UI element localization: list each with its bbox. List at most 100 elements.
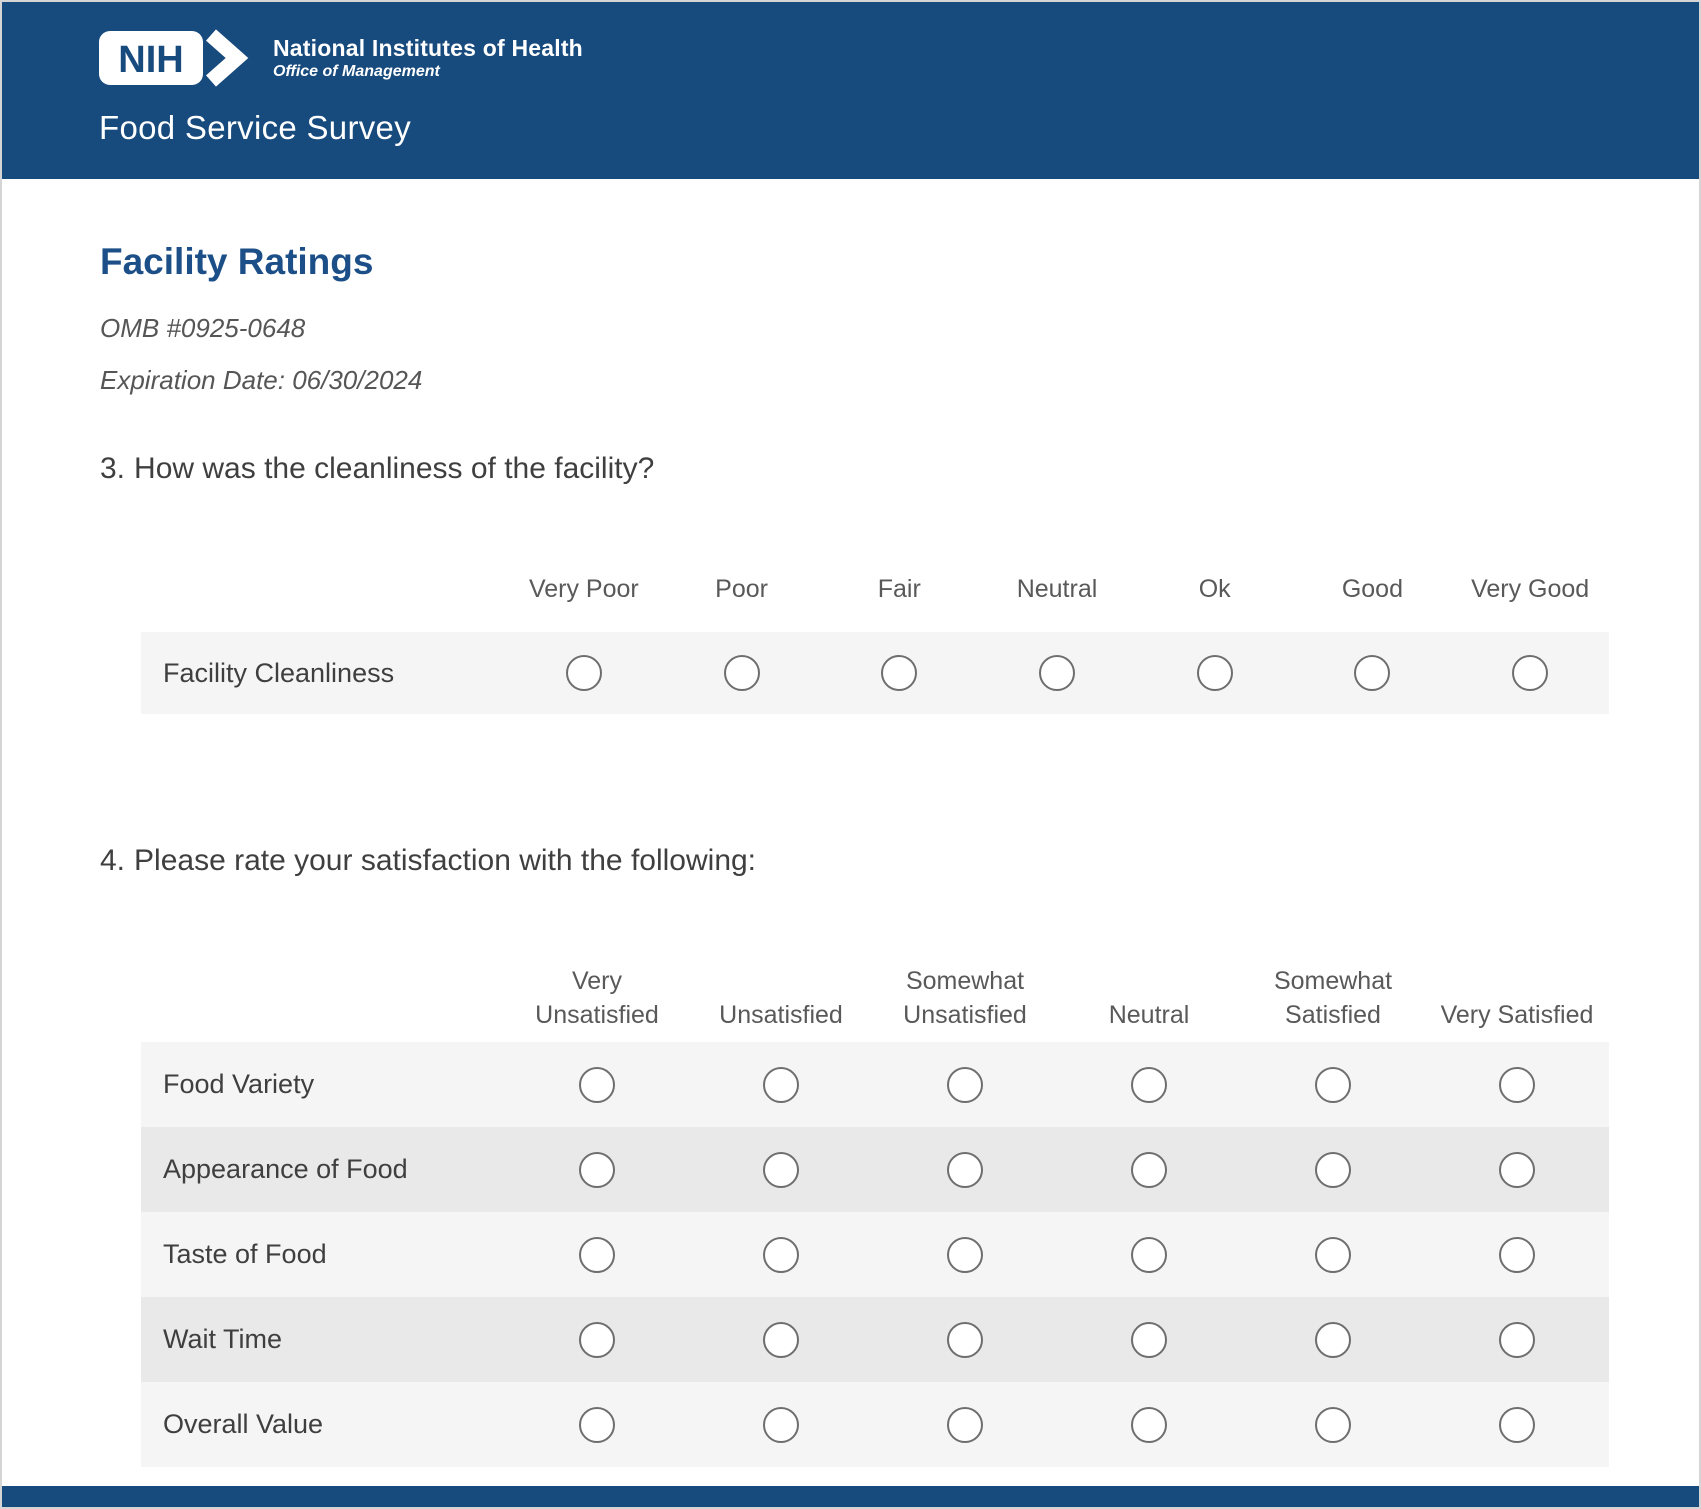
app-header: NIH National Institutes of Health Office… <box>2 2 1699 179</box>
radio-food-variety-somewhat-satisfied[interactable] <box>1315 1066 1351 1103</box>
radio-taste-of-food-neutral[interactable] <box>1131 1236 1167 1273</box>
radio-overall-value-unsatisfied[interactable] <box>763 1406 799 1443</box>
radio-cell <box>1425 1321 1609 1358</box>
org-subtitle: Office of Management <box>273 63 440 81</box>
survey-title: Food Service Survey <box>99 109 411 146</box>
radio-wait-time-very-unsatisfied[interactable] <box>579 1321 615 1358</box>
radio-wait-time-neutral[interactable] <box>1131 1321 1167 1358</box>
radio-cell <box>1057 1321 1241 1358</box>
matrix-row-food-variety: Food Variety <box>141 1042 1609 1127</box>
matrix-row-taste-of-food: Taste of Food <box>141 1212 1609 1297</box>
radio-facility-cleanliness-neutral[interactable] <box>1038 655 1075 691</box>
option-header-very-good: Very Good <box>1471 575 1590 603</box>
matrix-row-appearance-of-food: Appearance of Food <box>141 1127 1609 1212</box>
matrix-header-row: Very Poor Poor Fair Neutral Ok Good Very Good <box>141 572 1609 606</box>
radio-cell <box>1057 1151 1241 1188</box>
radio-cell <box>873 1151 1057 1188</box>
org-name: National Institutes of Health <box>273 34 583 61</box>
radio-facility-cleanliness-poor[interactable] <box>723 655 760 691</box>
radio-cell <box>1241 1151 1425 1188</box>
radio-food-variety-very-satisfied[interactable] <box>1499 1066 1535 1103</box>
option-header-fair: Fair <box>877 575 921 603</box>
logo-row: NIH National Institutes of Health Office… <box>99 29 1699 87</box>
radio-cell <box>873 1066 1057 1103</box>
radio-taste-of-food-very-unsatisfied[interactable] <box>579 1236 615 1273</box>
radio-cell <box>820 655 978 691</box>
option-header-somewhat-satisfied: Somewhat Satisfied <box>1273 967 1393 1029</box>
radio-cell <box>1241 1066 1425 1103</box>
option-header-very-poor: Very Poor <box>528 575 639 603</box>
radio-facility-cleanliness-good[interactable] <box>1354 655 1391 691</box>
radio-overall-value-somewhat-satisfied[interactable] <box>1315 1406 1351 1443</box>
radio-food-variety-neutral[interactable] <box>1131 1066 1167 1103</box>
radio-cell <box>663 655 821 691</box>
radio-taste-of-food-unsatisfied[interactable] <box>763 1236 799 1273</box>
radio-food-variety-very-unsatisfied[interactable] <box>579 1066 615 1103</box>
radio-cell <box>505 1236 689 1273</box>
radio-overall-value-somewhat-unsatisfied[interactable] <box>947 1406 983 1443</box>
option-header-unsatisfied: Unsatisfied <box>719 1001 843 1029</box>
radio-taste-of-food-somewhat-unsatisfied[interactable] <box>947 1236 983 1273</box>
radio-cell <box>689 1321 873 1358</box>
question-4-matrix: Very Unsatisfied Unsatisfied Somewhat Unsa… <box>141 964 1609 1467</box>
radio-wait-time-somewhat-unsatisfied[interactable] <box>947 1321 983 1358</box>
radio-appearance-of-food-somewhat-unsatisfied[interactable] <box>947 1151 983 1188</box>
radio-appearance-of-food-neutral[interactable] <box>1131 1151 1167 1188</box>
question-3-number: 3. <box>100 452 126 485</box>
radio-cell <box>873 1236 1057 1273</box>
row-label-facility-cleanliness: Facility Cleanliness <box>163 657 395 688</box>
radio-overall-value-neutral[interactable] <box>1131 1406 1167 1443</box>
option-header-poor: Poor <box>715 575 768 603</box>
radio-cell <box>873 1321 1057 1358</box>
radio-taste-of-food-somewhat-satisfied[interactable] <box>1315 1236 1351 1273</box>
main-content: Facility Ratings OMB #0925-0648 Expirati… <box>2 241 1699 1467</box>
radio-cell <box>1241 1406 1425 1443</box>
radio-wait-time-very-satisfied[interactable] <box>1499 1321 1535 1358</box>
question-4-number: 4. <box>100 844 126 877</box>
row-label-wait-time: Wait Time <box>163 1324 283 1354</box>
radio-wait-time-unsatisfied[interactable] <box>763 1321 799 1358</box>
radio-appearance-of-food-somewhat-satisfied[interactable] <box>1315 1151 1351 1188</box>
radio-taste-of-food-very-satisfied[interactable] <box>1499 1236 1535 1273</box>
radio-cell <box>1241 1321 1425 1358</box>
radio-cell <box>505 1406 689 1443</box>
expiration-date: Expiration Date: 06/30/2024 <box>100 365 423 395</box>
question-3-text: 3. How was the cleanliness of the facili… <box>100 452 1699 486</box>
row-label-food-variety: Food Variety <box>163 1069 315 1099</box>
radio-overall-value-very-unsatisfied[interactable] <box>579 1406 615 1443</box>
radio-wait-time-somewhat-satisfied[interactable] <box>1315 1321 1351 1358</box>
omb-number: OMB #0925-0648 <box>100 313 306 343</box>
radio-cell <box>689 1406 873 1443</box>
radio-appearance-of-food-very-unsatisfied[interactable] <box>579 1151 615 1188</box>
radio-facility-cleanliness-very-good[interactable] <box>1512 655 1549 691</box>
radio-appearance-of-food-unsatisfied[interactable] <box>763 1151 799 1188</box>
radio-facility-cleanliness-very-poor[interactable] <box>565 655 602 691</box>
radio-cell <box>689 1066 873 1103</box>
radio-cell <box>1425 1236 1609 1273</box>
option-header-somewhat-unsatisfied: Somewhat Unsatisfied <box>903 967 1027 1029</box>
matrix-row-overall-value: Overall Value <box>141 1382 1609 1467</box>
radio-overall-value-very-satisfied[interactable] <box>1499 1406 1535 1443</box>
option-header-ok: Ok <box>1198 575 1231 603</box>
question-4-text: 4. Please rate your satisfaction with th… <box>100 844 1699 878</box>
radio-food-variety-unsatisfied[interactable] <box>763 1066 799 1103</box>
radio-cell <box>689 1151 873 1188</box>
radio-appearance-of-food-very-satisfied[interactable] <box>1499 1151 1535 1188</box>
question-4: 4. Please rate your satisfaction with th… <box>100 844 1699 1467</box>
question-4-label: Please rate your satisfaction with the f… <box>134 844 757 877</box>
row-label-taste-of-food: Taste of Food <box>163 1239 327 1269</box>
section-title: Facility Ratings <box>100 241 374 282</box>
radio-cell <box>1451 655 1609 691</box>
nih-logo-icon: NIH <box>99 29 249 87</box>
matrix-row-facility-cleanliness: Facility Cleanliness <box>141 632 1609 714</box>
radio-cell <box>505 1151 689 1188</box>
radio-facility-cleanliness-fair[interactable] <box>881 655 918 691</box>
radio-cell <box>505 655 663 691</box>
radio-food-variety-somewhat-unsatisfied[interactable] <box>947 1066 983 1103</box>
matrix-row-wait-time: Wait Time <box>141 1297 1609 1382</box>
radio-cell <box>1425 1066 1609 1103</box>
radio-facility-cleanliness-ok[interactable] <box>1196 655 1233 691</box>
row-label-overall-value: Overall Value <box>163 1409 324 1439</box>
omb-block: OMB #0925-0648 Expiration Date: 06/30/20… <box>100 302 1699 406</box>
